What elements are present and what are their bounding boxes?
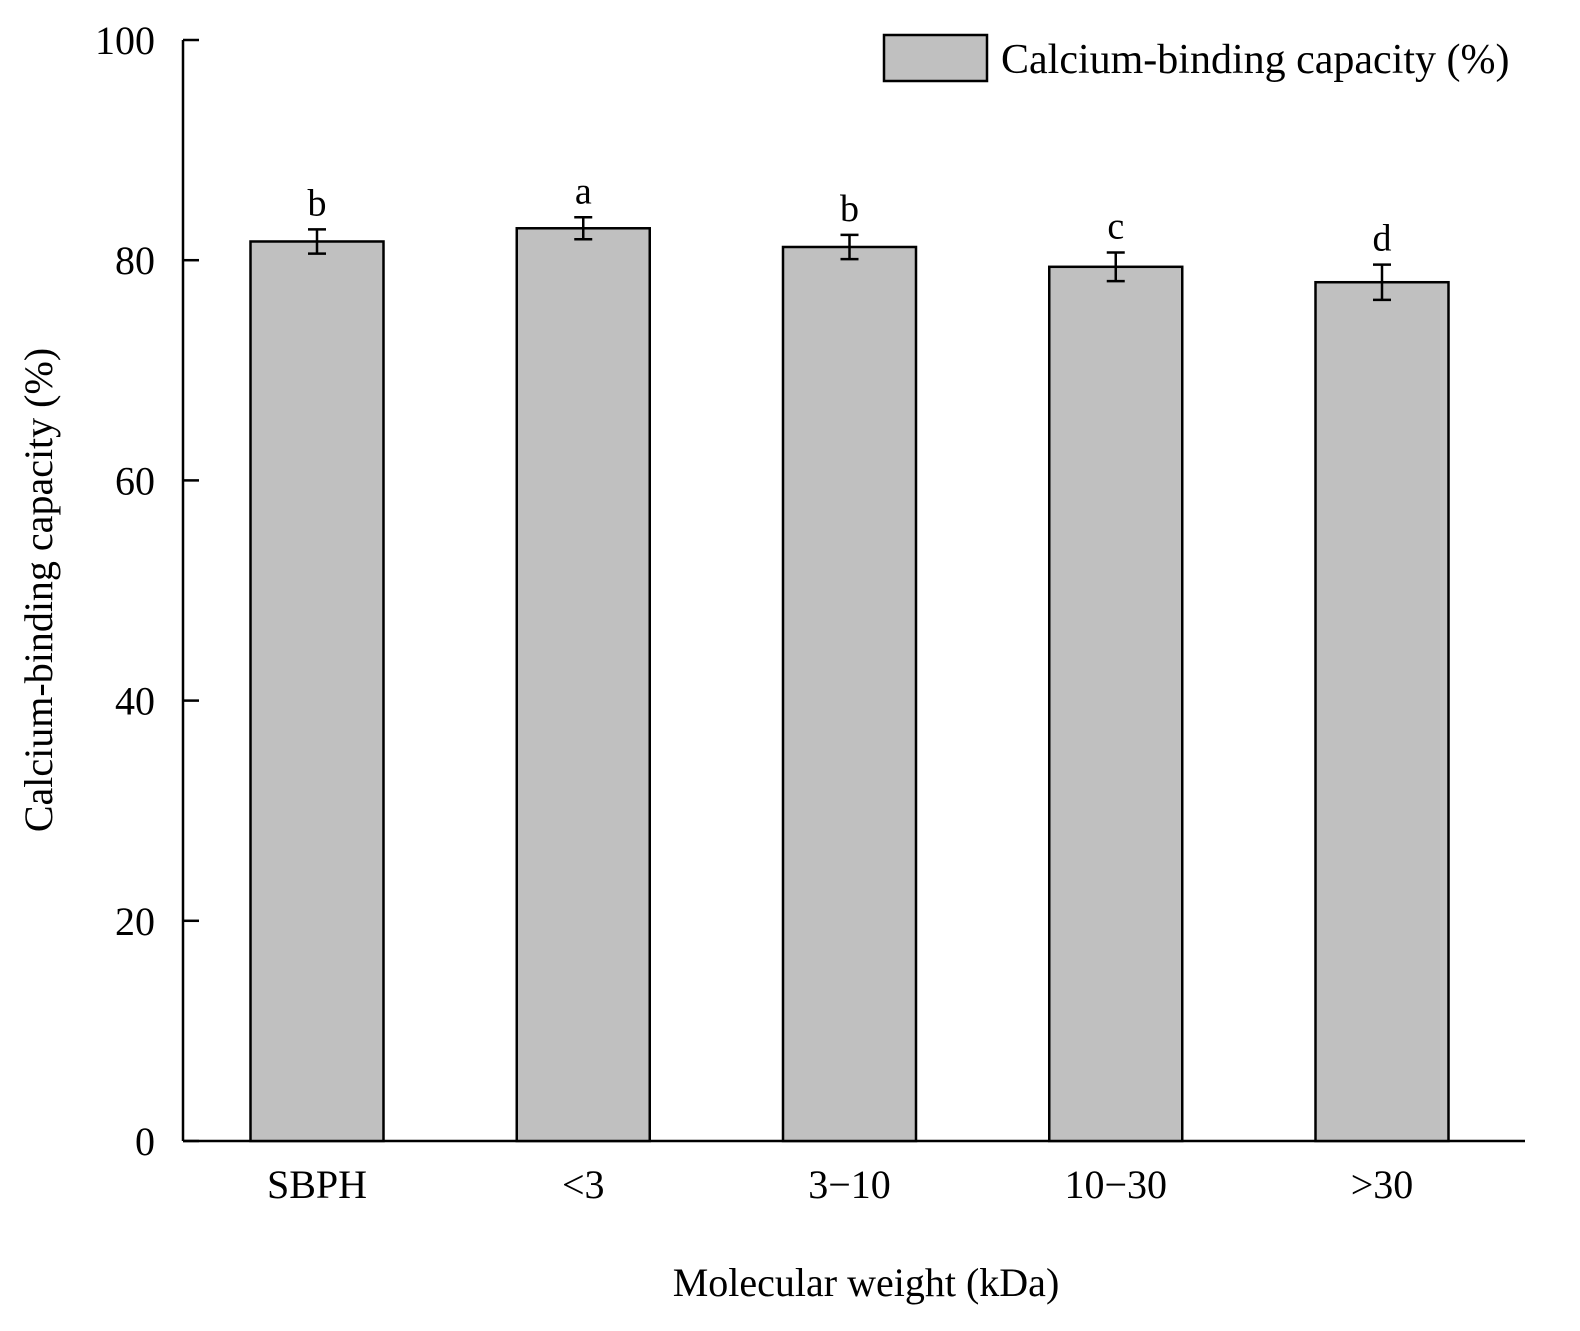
- x-tick-label: >30: [1351, 1162, 1414, 1207]
- bar-2: [781, 245, 918, 1143]
- y-axis-title: Calcium-binding capacity (%): [16, 348, 61, 832]
- x-tick-label: 10−30: [1064, 1162, 1167, 1207]
- x-tick-label: 3−10: [808, 1162, 891, 1207]
- y-tick-label: 80: [115, 238, 155, 283]
- significance-label: b: [308, 182, 327, 224]
- x-tick-label: <3: [562, 1162, 605, 1207]
- y-tick-label: 60: [115, 458, 155, 503]
- y-tick-label: 100: [95, 18, 155, 63]
- legend-label: Calcium-binding capacity (%): [1001, 37, 1510, 83]
- x-axis-title: Molecular weight (kDa): [673, 1260, 1060, 1305]
- legend-swatch: [882, 33, 989, 83]
- x-axis: SBPH <3 3−10 10−30 >30: [183, 1139, 1525, 1207]
- significance-labels: b a b c d: [308, 170, 1392, 259]
- x-tick-label: SBPH: [267, 1162, 367, 1207]
- significance-label: b: [840, 188, 859, 230]
- bar-0: [249, 240, 385, 1143]
- significance-label: a: [575, 170, 592, 212]
- bar-4: [1314, 280, 1450, 1143]
- error-bars: [308, 216, 1391, 302]
- bar-3: [1048, 265, 1184, 1143]
- y-tick-label: 40: [115, 679, 155, 724]
- legend: Calcium-binding capacity (%): [882, 33, 1510, 83]
- significance-label: c: [1107, 205, 1124, 247]
- bar-1: [515, 227, 651, 1143]
- y-tick-label: 20: [115, 899, 155, 944]
- y-tick-label: 0: [135, 1119, 155, 1164]
- y-axis: 0 20 40 60 80 100: [95, 18, 199, 1164]
- significance-label: d: [1373, 218, 1392, 260]
- bars: [249, 227, 1450, 1143]
